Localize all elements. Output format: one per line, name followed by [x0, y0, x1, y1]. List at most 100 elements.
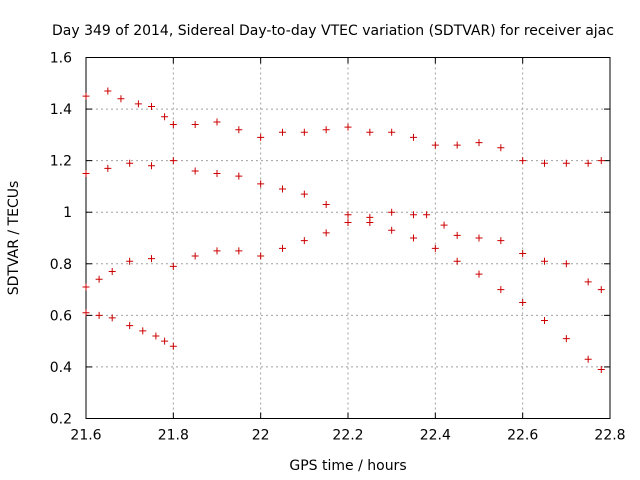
data-point: [148, 162, 155, 170]
y-tick-label: 1: [63, 205, 72, 221]
data-point: [152, 332, 160, 340]
data-point: [410, 234, 417, 242]
data-point: [191, 167, 199, 175]
data-point: [257, 252, 265, 260]
data-point: [519, 157, 527, 165]
series-4: [82, 309, 177, 350]
data-point: [519, 249, 527, 257]
data-point: [388, 128, 396, 136]
data-point: [453, 231, 461, 239]
data-point: [148, 255, 155, 263]
y-tick-label: 0.6: [50, 308, 72, 324]
data-point: [82, 309, 90, 317]
data-point: [423, 211, 431, 219]
data-point: [322, 200, 330, 208]
x-tick-label: 22.2: [332, 428, 363, 444]
data-point: [169, 262, 177, 270]
data-point: [497, 144, 505, 152]
data-point: [344, 123, 352, 131]
y-tick-label: 0.4: [50, 360, 72, 376]
data-point: [541, 317, 548, 325]
data-point: [597, 366, 605, 374]
data-point: [366, 128, 374, 136]
data-point: [235, 126, 243, 134]
data-point: [82, 283, 90, 291]
data-point: [562, 260, 570, 268]
data-point: [139, 327, 147, 335]
y-tick-label: 1.2: [50, 154, 72, 170]
data-point: [431, 141, 439, 149]
data-point: [117, 95, 125, 103]
y-tick-label: 1.4: [50, 102, 72, 118]
data-points: [82, 87, 605, 374]
data-point: [440, 221, 448, 229]
grid: [86, 57, 610, 419]
data-point: [257, 180, 265, 188]
data-point: [388, 208, 396, 216]
x-axis-label: GPS time / hours: [289, 458, 406, 474]
data-point: [134, 100, 142, 108]
data-point: [388, 226, 396, 234]
data-point: [191, 252, 199, 260]
data-point: [475, 270, 483, 278]
data-point: [108, 268, 116, 276]
data-point: [584, 159, 592, 167]
data-point: [497, 286, 505, 294]
data-point: [410, 133, 417, 141]
data-point: [82, 92, 90, 100]
y-tick-label: 0.8: [50, 257, 72, 273]
data-point: [169, 342, 177, 350]
data-point: [584, 278, 592, 286]
data-point: [366, 213, 374, 221]
data-point: [104, 87, 112, 95]
data-point: [161, 337, 169, 345]
data-point: [410, 211, 417, 219]
data-point: [148, 102, 155, 110]
series-3: [82, 208, 605, 294]
data-point: [541, 159, 548, 167]
data-point: [235, 247, 243, 255]
data-point: [279, 244, 286, 252]
data-point: [191, 121, 199, 129]
series-2: [82, 157, 605, 374]
data-point: [82, 170, 90, 178]
y-tick-label: 1.6: [50, 51, 72, 67]
data-point: [344, 211, 352, 219]
data-point: [95, 275, 103, 283]
data-point: [475, 139, 483, 147]
data-point: [126, 159, 134, 167]
data-point: [497, 237, 505, 245]
data-point: [95, 311, 103, 319]
data-point: [431, 244, 439, 252]
data-point: [453, 257, 461, 265]
data-point: [300, 190, 308, 198]
data-point: [169, 157, 177, 165]
data-point: [322, 229, 330, 237]
data-point: [584, 355, 592, 363]
data-point: [597, 157, 605, 165]
y-tick-label: 0.2: [50, 412, 72, 428]
series-1: [82, 87, 605, 167]
data-point: [169, 121, 177, 129]
data-point: [279, 128, 286, 136]
data-point: [322, 126, 330, 134]
data-point: [213, 118, 221, 126]
data-point: [126, 257, 134, 265]
data-point: [279, 185, 286, 193]
x-tick-label: 22.6: [507, 428, 538, 444]
x-tick-label: 21.6: [70, 428, 101, 444]
x-tick-label: 22.8: [594, 428, 625, 444]
data-point: [453, 141, 461, 149]
data-point: [475, 234, 483, 242]
data-point: [300, 237, 308, 245]
data-point: [161, 113, 169, 121]
axis-ticks: 21.6 21.8 22 22.2 22.4 22.6 22.8 0.2 0.4 0.6 0.8 1 1…: [50, 51, 626, 444]
data-point: [597, 286, 605, 294]
data-point: [257, 133, 265, 141]
data-point: [104, 164, 112, 172]
data-point: [562, 335, 570, 343]
data-point: [108, 314, 116, 322]
data-point: [213, 247, 221, 255]
x-tick-label: 21.8: [158, 428, 189, 444]
